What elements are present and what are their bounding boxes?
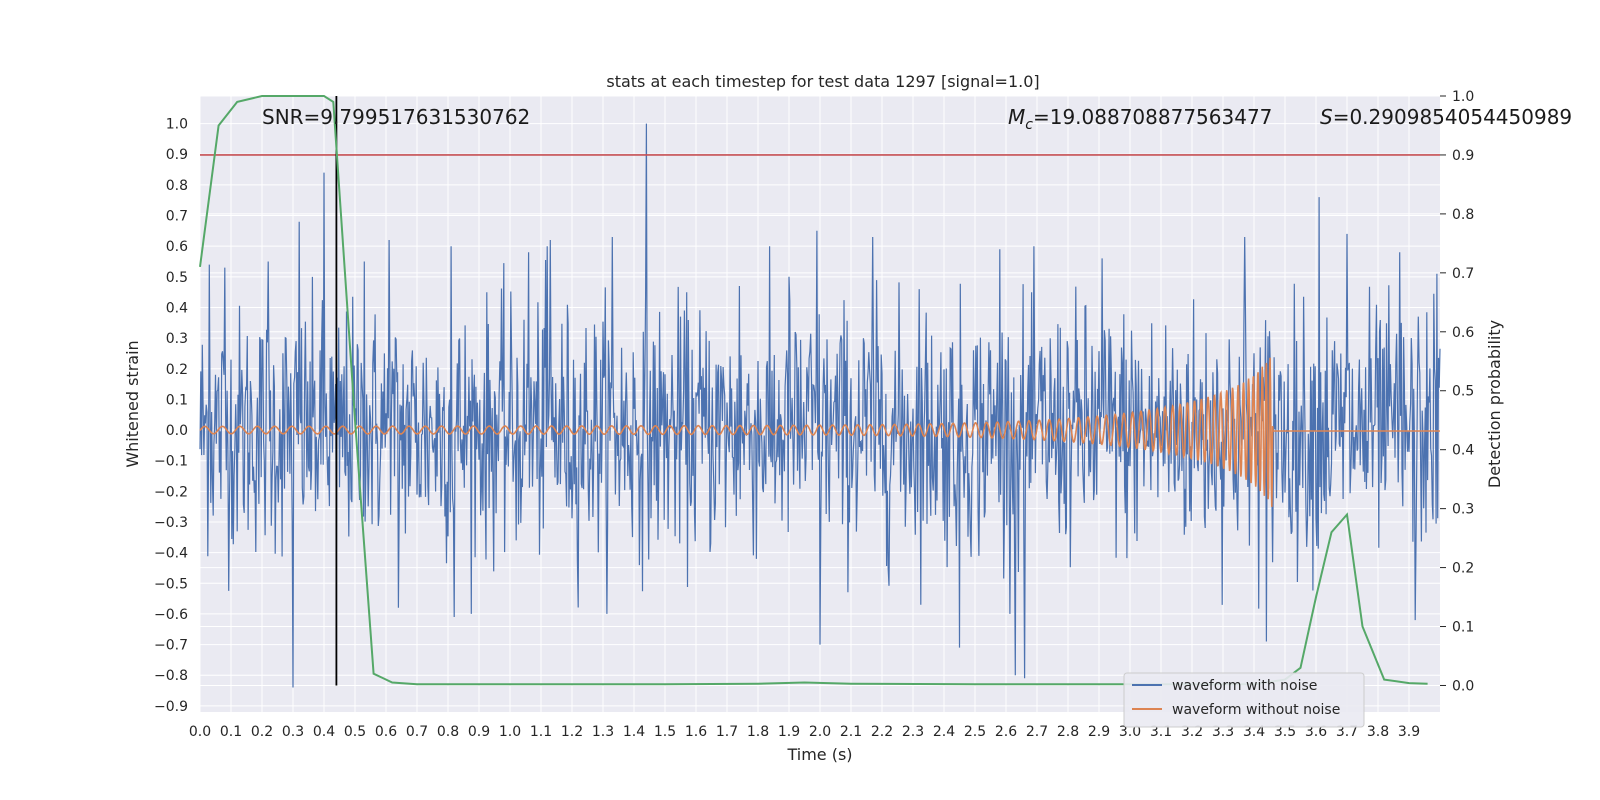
x-tick-label: 3.2 xyxy=(1181,724,1203,740)
x-tick-label: 1.3 xyxy=(592,724,614,740)
x-tick-label: 0.8 xyxy=(437,724,459,740)
x-tick-label: 2.8 xyxy=(1057,724,1079,740)
y2-ticks: 1.0 0.9 0.8 0.7 0.6 0.5 0.4 0.3 0.2 0.1 0.0 xyxy=(1440,89,1474,694)
y-axis-label: Whitened strain xyxy=(123,340,142,467)
x-tick-label: 1.1 xyxy=(530,724,552,740)
x-tick-label: 1.9 xyxy=(778,724,800,740)
y-tick-label: −0.2 xyxy=(154,484,188,500)
x-tick-label: 2.0 xyxy=(809,724,831,740)
y-tick-label: 0.3 xyxy=(166,331,188,347)
y-tick-label: 1.0 xyxy=(166,117,188,133)
x-tick-label: 3.4 xyxy=(1243,724,1265,740)
y2-tick-label: 0.1 xyxy=(1452,620,1474,636)
y-tick-label: −0.3 xyxy=(154,515,188,531)
x-tick-label: 2.3 xyxy=(902,724,924,740)
y-tick-label: −0.9 xyxy=(154,699,188,715)
y-tick-label: 0.9 xyxy=(166,147,188,163)
probability-line xyxy=(199,95,1428,686)
y-tick-label: −0.4 xyxy=(154,546,188,562)
y-tick-label: 0.4 xyxy=(166,300,188,316)
noise-waveform-line xyxy=(199,123,1441,688)
x-axis-label: Time (s) xyxy=(786,745,852,764)
grid xyxy=(199,95,1440,712)
x-tick-label: 2.5 xyxy=(964,724,986,740)
s-value: =0.2909854054450989 xyxy=(1333,105,1572,129)
y-ticks: 1.0 0.9 0.8 0.7 0.6 0.5 0.4 0.3 0.2 0.1 0.0 −0.1 −0.… xyxy=(154,117,188,715)
x-tick-label: 1.5 xyxy=(654,724,676,740)
x-tick-label: 2.4 xyxy=(933,724,955,740)
x-tick-label: 0.6 xyxy=(375,724,397,740)
x-tick-label: 0.9 xyxy=(468,724,490,740)
y2-tick-label: 0.0 xyxy=(1452,678,1474,694)
snr-annotation: SNR=9.799517631530762 xyxy=(262,105,530,129)
y-tick-label: 0.8 xyxy=(166,178,188,194)
x-tick-label: 1.6 xyxy=(685,724,707,740)
y-tick-label: −0.6 xyxy=(154,607,188,623)
chart-title: stats at each timestep for test data 129… xyxy=(606,72,1039,91)
x-tick-label: 0.2 xyxy=(251,724,273,740)
y2-tick-label: 1.0 xyxy=(1452,89,1474,105)
x-tick-label: 0.0 xyxy=(189,724,211,740)
x-tick-label: 2.2 xyxy=(871,724,893,740)
x-tick-label: 3.0 xyxy=(1119,724,1141,740)
y2-axis-label: Detection probability xyxy=(1485,320,1504,488)
s-annotation: S=0.2909854054450989 xyxy=(1320,105,1572,129)
legend-signal-label: waveform without noise xyxy=(1172,702,1340,718)
x-tick-label: 0.3 xyxy=(282,724,304,740)
x-tick-label: 2.7 xyxy=(1026,724,1048,740)
x-tick-label: 1.2 xyxy=(561,724,583,740)
y2-tick-label: 0.9 xyxy=(1452,148,1474,164)
chirp-mass-subscript: c xyxy=(1025,117,1033,133)
x-tick-label: 1.4 xyxy=(623,724,645,740)
x-tick-label: 1.8 xyxy=(747,724,769,740)
y2-tick-label: 0.5 xyxy=(1452,384,1474,400)
x-tick-label: 1.0 xyxy=(499,724,521,740)
legend-noise-label: waveform with noise xyxy=(1172,678,1317,694)
y2-tick-label: 0.7 xyxy=(1452,266,1474,282)
x-tick-label: 3.5 xyxy=(1274,724,1296,740)
y-tick-label: 0.5 xyxy=(166,270,188,286)
clean-waveform-line xyxy=(199,357,1440,507)
x-tick-label: 2.9 xyxy=(1088,724,1110,740)
y-tick-label: −0.7 xyxy=(154,638,188,654)
x-ticks: 0.0 0.1 0.2 0.3 0.4 0.5 0.6 0.7 0.8 0.9 1.0 1.1 1.2 1… xyxy=(189,724,1420,740)
plot-lines xyxy=(199,95,1441,688)
s-symbol: S xyxy=(1320,105,1333,129)
x-tick-label: 0.7 xyxy=(406,724,428,740)
x-tick-label: 2.6 xyxy=(995,724,1017,740)
y-tick-label: −0.8 xyxy=(154,668,188,684)
y-tick-label: −0.1 xyxy=(154,454,188,470)
y-tick-label: −0.5 xyxy=(154,576,188,592)
y-tick-label: 0.1 xyxy=(166,392,188,408)
legend-box xyxy=(1123,672,1365,728)
y2-tick-label: 0.2 xyxy=(1452,561,1474,577)
x-tick-label: 1.7 xyxy=(716,724,738,740)
x-tick-label: 3.1 xyxy=(1150,724,1172,740)
y-tick-label: 0.2 xyxy=(166,362,188,378)
y2-tick-label: 0.4 xyxy=(1452,443,1474,459)
x-tick-label: 3.8 xyxy=(1367,724,1389,740)
x-tick-label: 3.7 xyxy=(1336,724,1358,740)
y-tick-label: 0.7 xyxy=(166,209,188,225)
x-tick-label: 0.1 xyxy=(220,724,242,740)
x-tick-label: 2.1 xyxy=(840,724,862,740)
y2-tick-label: 0.3 xyxy=(1452,502,1474,518)
x-tick-label: 0.4 xyxy=(313,724,335,740)
x-tick-label: 0.5 xyxy=(344,724,366,740)
y-tick-label: 0.6 xyxy=(166,239,188,255)
x-tick-label: 3.3 xyxy=(1212,724,1234,740)
x-tick-label: 3.9 xyxy=(1398,724,1420,740)
chirp-mass-symbol: M xyxy=(1008,105,1025,129)
chirp-mass-value: =19.088708877563477 xyxy=(1033,105,1272,129)
y2-tick-label: 0.6 xyxy=(1452,325,1474,341)
x-tick-label: 3.6 xyxy=(1305,724,1327,740)
legend: waveform with noise waveform without noi… xyxy=(1123,672,1365,728)
chirp-mass-annotation: Mc=19.088708877563477 xyxy=(1008,105,1272,133)
y2-tick-label: 0.8 xyxy=(1452,207,1474,223)
y-tick-label: 0.0 xyxy=(166,423,188,439)
